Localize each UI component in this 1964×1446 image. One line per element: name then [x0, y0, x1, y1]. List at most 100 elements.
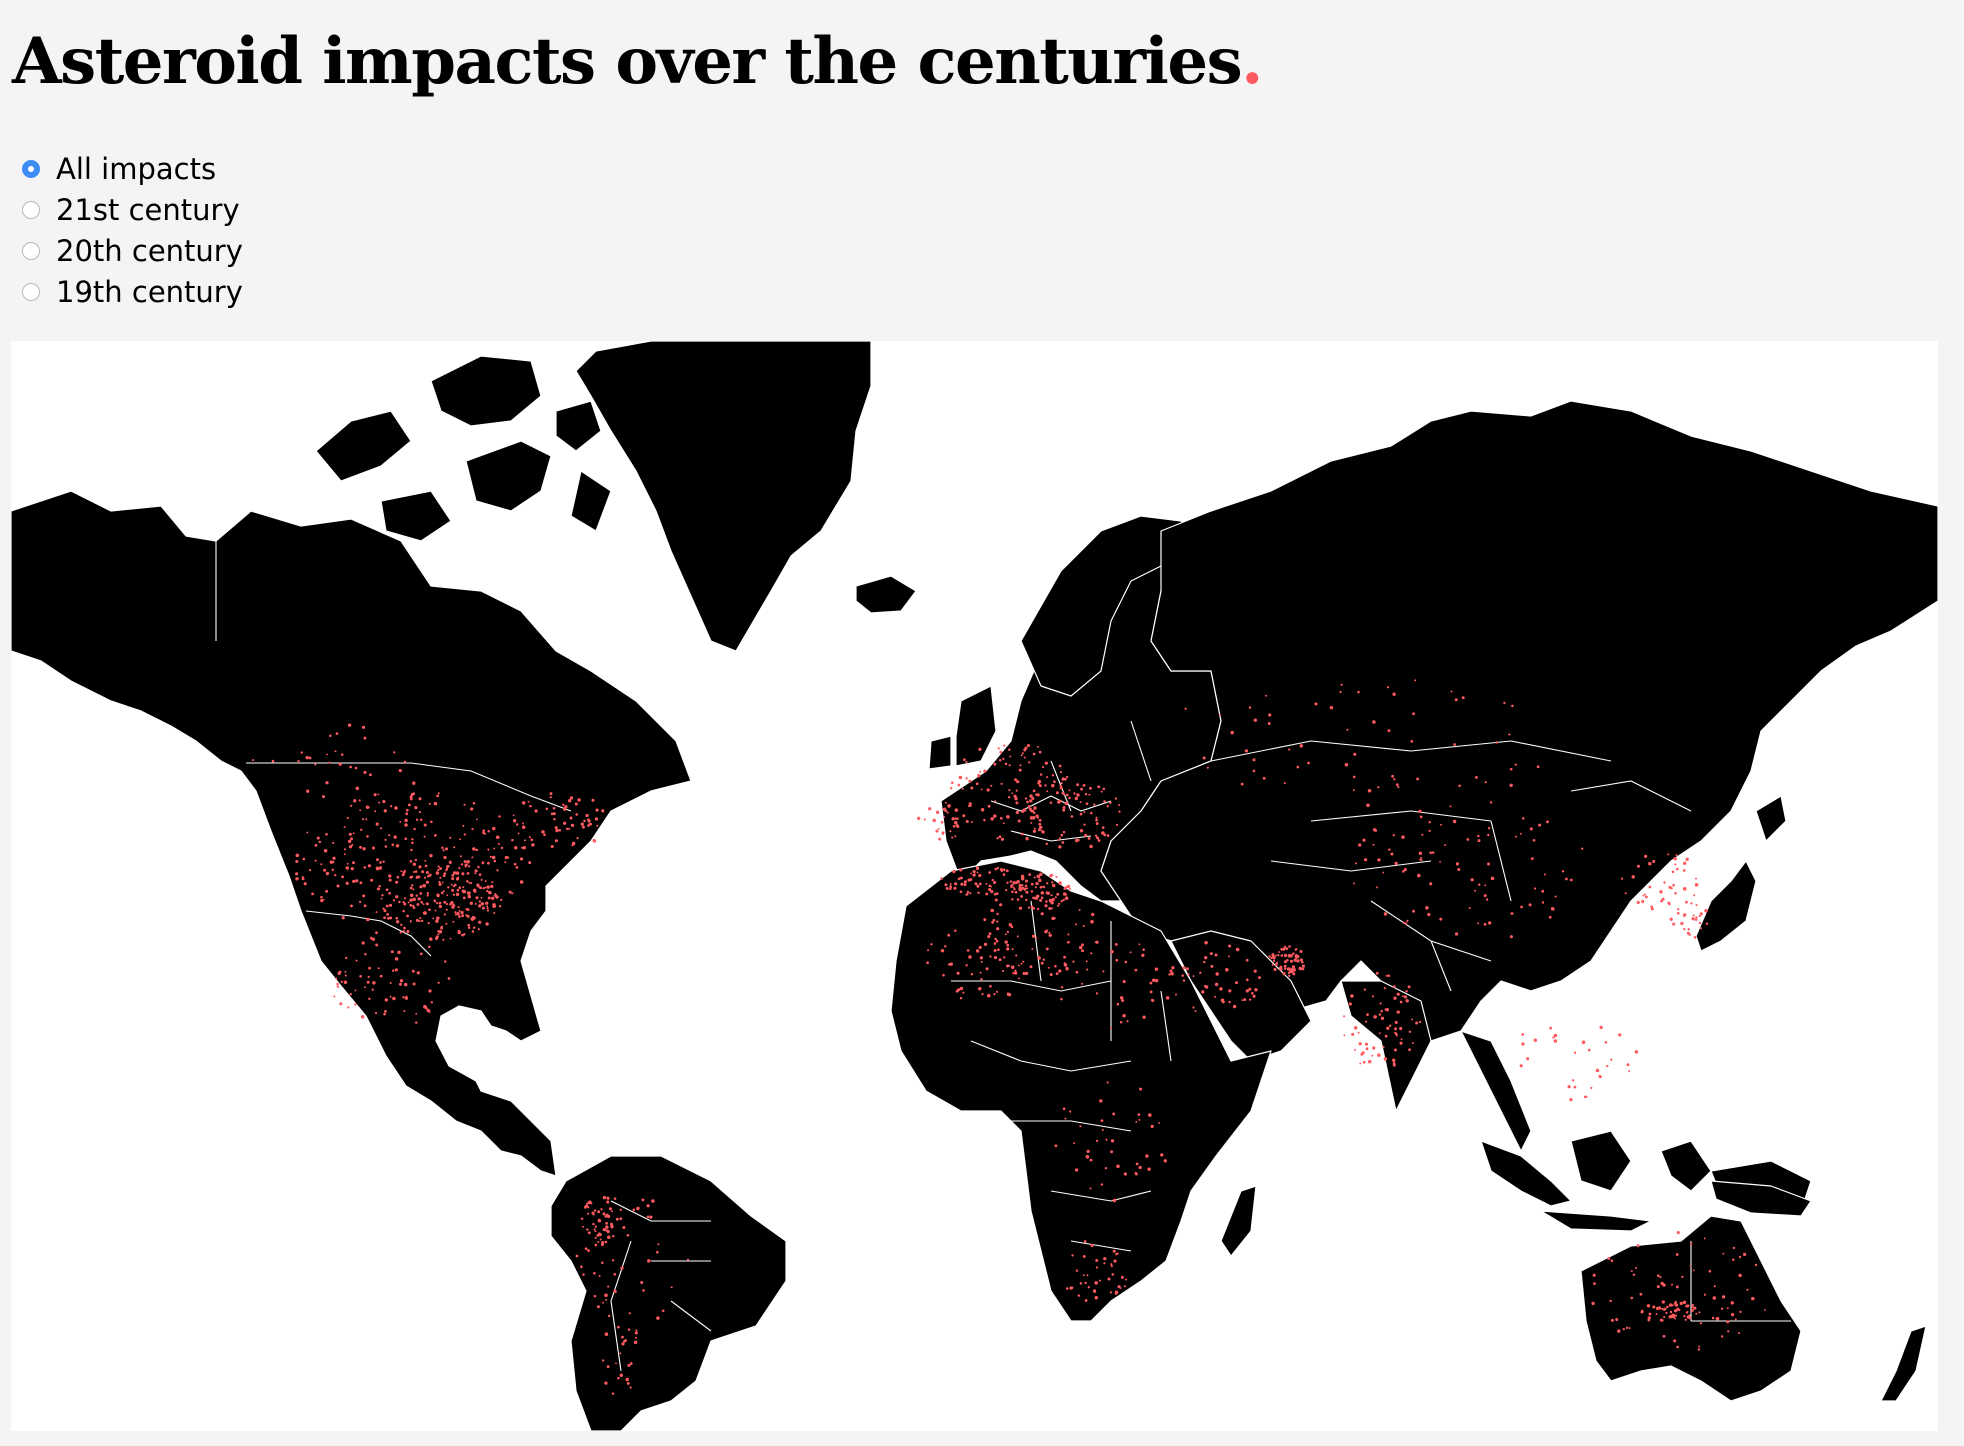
- impact-point: [1240, 782, 1244, 786]
- impact-point: [1353, 1026, 1358, 1030]
- impact-point: [553, 818, 556, 821]
- impact-point: [388, 891, 391, 895]
- filter-option-19th-century[interactable]: 19th century: [22, 271, 243, 312]
- impact-point: [1401, 995, 1404, 998]
- impact-point: [1487, 833, 1490, 837]
- impact-point: [1245, 989, 1249, 993]
- impact-point: [1032, 752, 1036, 756]
- impact-point: [1737, 1332, 1741, 1335]
- impact-point: [1063, 887, 1066, 890]
- impact-point: [567, 799, 572, 803]
- impact-point: [1056, 892, 1060, 896]
- impact-point: [1054, 1144, 1058, 1148]
- impact-point: [1014, 881, 1018, 885]
- impact-point: [1672, 922, 1676, 926]
- impact-point: [1299, 958, 1304, 962]
- impact-point: [993, 992, 996, 996]
- impact-point: [1663, 1316, 1666, 1319]
- impact-point: [1439, 917, 1443, 921]
- impact-point: [1283, 945, 1287, 948]
- impact-point: [1282, 972, 1286, 976]
- impact-point: [1227, 955, 1230, 958]
- impact-point: [1669, 1310, 1673, 1314]
- impact-point: [600, 1208, 603, 1211]
- impact-point: [1357, 1031, 1360, 1034]
- impact-point: [1683, 928, 1686, 931]
- impact-point: [1296, 765, 1300, 769]
- impact-point: [481, 861, 485, 865]
- impact-point: [1659, 1276, 1662, 1279]
- impact-point: [409, 904, 413, 907]
- filter-option-20th-century[interactable]: 20th century: [22, 230, 243, 271]
- impact-point: [1059, 786, 1063, 790]
- impact-point: [1015, 954, 1018, 957]
- impact-point: [1064, 886, 1068, 889]
- impact-point: [412, 982, 416, 986]
- impact-point: [604, 1381, 608, 1385]
- impact-point: [1051, 881, 1054, 884]
- impact-point: [1272, 959, 1276, 962]
- impact-point: [1350, 994, 1354, 998]
- impact-point: [1519, 1064, 1523, 1068]
- impact-point: [1252, 758, 1256, 762]
- impact-point: [1704, 909, 1708, 913]
- impact-point: [1081, 982, 1084, 985]
- impact-point: [375, 866, 380, 871]
- impact-point: [634, 1331, 638, 1335]
- impact-point: [601, 1359, 605, 1362]
- radio-button-icon[interactable]: [22, 241, 40, 260]
- impact-point: [963, 883, 967, 887]
- impact-point: [957, 783, 961, 787]
- impact-point: [1026, 800, 1029, 804]
- impact-point: [415, 818, 419, 821]
- impact-point: [466, 914, 470, 918]
- impact-point: [993, 762, 997, 766]
- radio-button-icon[interactable]: [22, 200, 40, 219]
- impact-point: [1245, 958, 1249, 962]
- impact-point: [414, 1021, 418, 1024]
- impact-point: [582, 1225, 585, 1228]
- impact-point: [1379, 1032, 1381, 1035]
- impact-point: [438, 901, 442, 905]
- impact-point: [1075, 1269, 1079, 1272]
- impact-point: [1021, 752, 1024, 755]
- impact-point: [1078, 945, 1083, 950]
- impact-point: [1036, 745, 1039, 748]
- impact-point: [569, 816, 573, 820]
- impact-point: [1450, 690, 1453, 693]
- impact-point: [1383, 1057, 1388, 1061]
- impact-point: [314, 844, 318, 847]
- impact-point: [336, 884, 340, 888]
- impact-point: [486, 905, 489, 908]
- impact-point: [300, 751, 303, 754]
- impact-point: [1182, 966, 1185, 969]
- impact-point: [606, 1213, 609, 1217]
- radio-button-icon[interactable]: [22, 282, 40, 301]
- impact-point: [461, 933, 464, 937]
- impact-point: [411, 838, 414, 841]
- impact-point: [621, 1335, 624, 1339]
- impact-point: [1490, 876, 1495, 881]
- impact-point: [1648, 1312, 1652, 1316]
- impact-point: [635, 1329, 638, 1332]
- impact-point: [1643, 854, 1648, 859]
- impact-point: [1027, 906, 1031, 909]
- impact-point: [486, 889, 489, 893]
- impact-point: [395, 920, 400, 924]
- impact-point: [589, 822, 593, 826]
- impact-point: [516, 865, 519, 868]
- impact-point: [1051, 774, 1055, 777]
- radio-button-icon[interactable]: [22, 159, 40, 178]
- world-map[interactable]: [11, 341, 1938, 1431]
- impact-point: [1138, 1165, 1142, 1170]
- impact-point: [423, 835, 426, 838]
- impact-point: [1062, 898, 1065, 902]
- impact-point: [459, 838, 462, 841]
- impact-point: [1396, 1010, 1400, 1014]
- impact-point: [432, 917, 435, 920]
- impact-point: [1699, 1322, 1703, 1325]
- impact-point: [458, 909, 461, 913]
- filter-option-all-impacts[interactable]: All impacts: [22, 148, 243, 189]
- filter-option-21st-century[interactable]: 21st century: [22, 189, 243, 230]
- impact-point: [621, 1342, 625, 1346]
